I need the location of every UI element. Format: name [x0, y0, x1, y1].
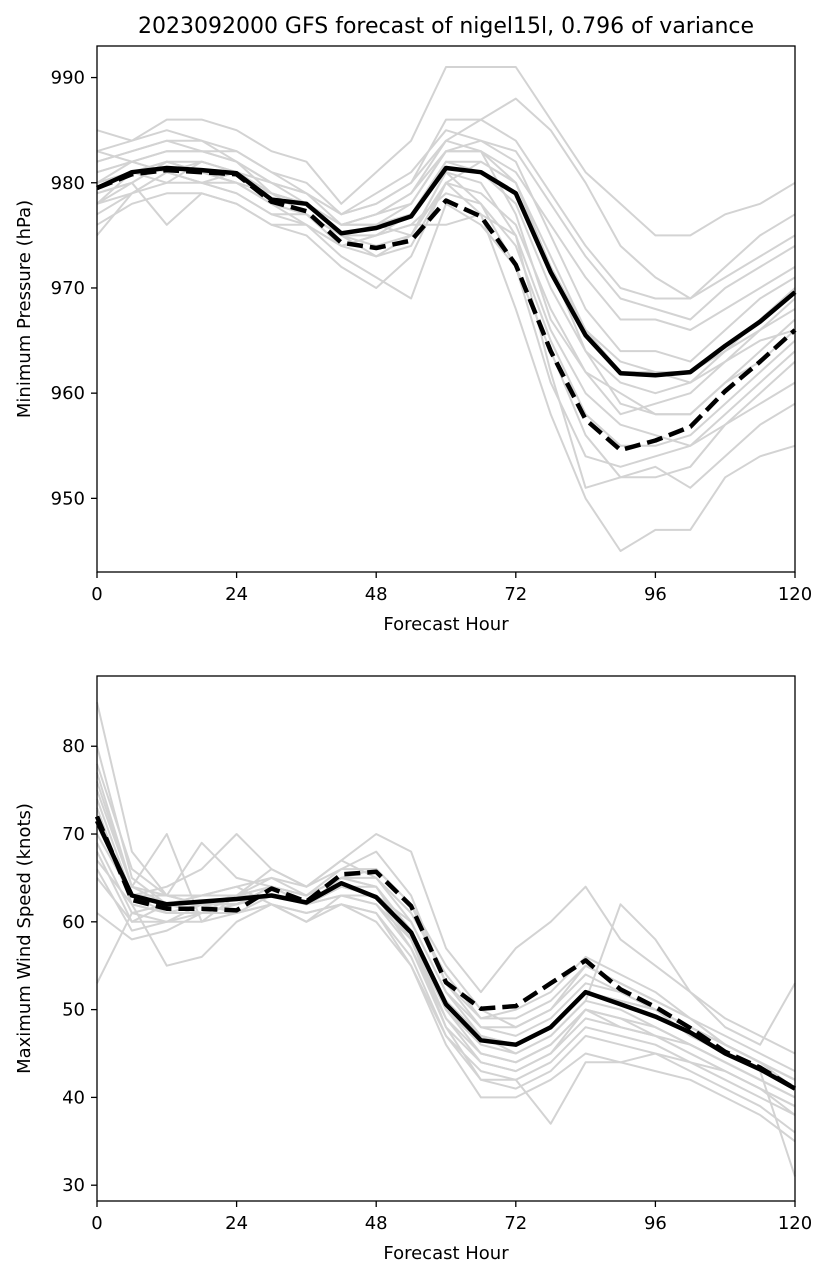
ensemble-member-line	[96, 181, 796, 447]
x-axis-label: Forecast Hour	[383, 614, 509, 635]
ensemble-member-line	[96, 859, 796, 1108]
axes-frame	[96, 45, 796, 573]
x-axis-label: Forecast Hour	[383, 1243, 509, 1264]
ensemble-member-line	[96, 181, 796, 552]
y-tick-label: 70	[62, 824, 85, 845]
pressure-panel: 0 24 48 72 96 120 950 960 970 980 990 Forecast Hour…	[14, 45, 812, 635]
ensemble-member-line	[96, 745, 796, 1116]
y-tick-label: 50	[62, 1000, 85, 1021]
y-tick-label: 960	[51, 383, 85, 404]
x-tick-label: 48	[365, 1213, 388, 1234]
ensemble-member-line	[96, 877, 796, 1116]
ensemble-member-line	[96, 824, 796, 1081]
ensemble-member-line	[96, 160, 796, 384]
y-tick-label: 970	[51, 278, 85, 299]
ensemble-member-line	[96, 118, 796, 300]
dashed-forecast-line	[96, 167, 797, 453]
x-tick-label: 0	[91, 584, 102, 605]
y-tick-label: 980	[51, 173, 85, 194]
x-tick-label: 48	[365, 584, 388, 605]
x-tick-label: 72	[504, 584, 527, 605]
y-tick-label: 60	[62, 912, 85, 933]
ensemble-member-line	[96, 160, 796, 395]
ensemble-member-line	[96, 816, 796, 1134]
ensemble-member-line	[96, 885, 796, 1090]
x-tick-label: 96	[644, 1213, 667, 1234]
figure-title: 2023092000 GFS forecast of nigel15l, 0.7…	[138, 14, 754, 39]
ensemble-member-line	[96, 150, 796, 416]
x-tick-label: 72	[504, 1213, 527, 1234]
axes-frame	[96, 675, 796, 1202]
wind-panel: 0 24 48 72 96 120 30 40 50 60 70 80 Forecast Hour Max…	[14, 675, 812, 1264]
ensemble-member-line	[96, 171, 796, 479]
x-tick-label: 0	[91, 1213, 102, 1234]
x-tick-label: 120	[778, 584, 812, 605]
y-axis-label: Maximum Wind Speed (knots)	[14, 803, 35, 1074]
y-tick-label: 950	[51, 488, 85, 509]
dashed-forecast-line	[94, 815, 797, 1091]
ensemble-member-line	[96, 150, 796, 331]
x-tick-label: 24	[225, 584, 248, 605]
x-tick-label: 120	[778, 1213, 812, 1234]
ensemble-member-line	[96, 160, 796, 447]
solid-forecast-line	[94, 819, 797, 1091]
x-tick-label: 24	[225, 1213, 248, 1234]
ensemble-member-line	[96, 66, 796, 237]
y-tick-label: 40	[62, 1087, 85, 1108]
ensemble-member-line	[96, 160, 796, 468]
y-tick-label: 80	[62, 736, 85, 757]
ensemble-member-line	[96, 833, 796, 1055]
ensemble-member-line	[96, 129, 796, 363]
y-tick-label: 990	[51, 68, 85, 89]
x-tick-label: 96	[644, 584, 667, 605]
y-axis-label: Minimum Pressure (hPa)	[14, 200, 35, 418]
ensemble-member-line	[96, 842, 796, 1099]
y-tick-label: 30	[62, 1175, 85, 1196]
ensemble-member-line	[96, 781, 796, 1081]
